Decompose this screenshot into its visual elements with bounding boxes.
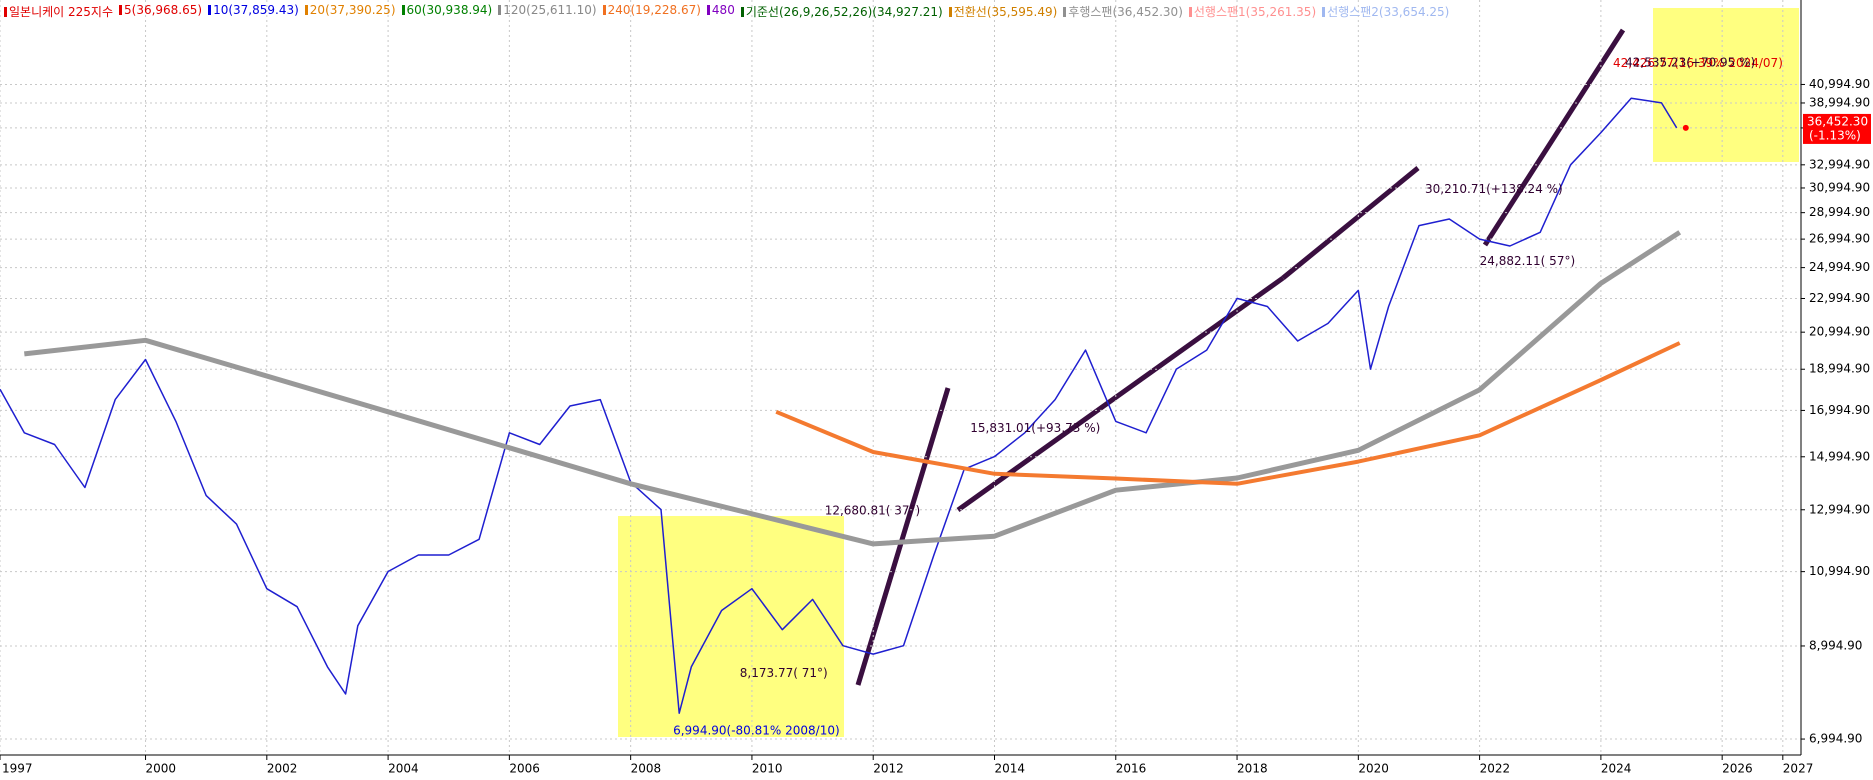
legend-item: 후행스팬(36,452.30): [1063, 3, 1183, 20]
legend-label: 선행스팬2(33,654.25): [1327, 5, 1450, 19]
highlight-box: [618, 516, 844, 737]
legend-label: 240(19,228.67): [607, 3, 701, 17]
legend-swatch: [1322, 7, 1326, 17]
annotation: 6,994.90(-80.81% 2008/10): [673, 724, 840, 738]
last-price-dot: [1682, 124, 1689, 131]
legend-item: 240(19,228.67): [602, 3, 701, 20]
x-tick-label: 2010: [752, 762, 783, 776]
legend-swatch: [948, 7, 952, 17]
trend-line: [956, 275, 1285, 513]
legend-label: 10(37,859.43): [213, 3, 299, 17]
x-tick-label: 2020: [1358, 762, 1389, 776]
y-tick-label: 28,994.90: [1809, 205, 1870, 219]
x-tick-label: 2006: [509, 762, 540, 776]
price-tag-change: (-1.13%): [1809, 128, 1861, 142]
legend-swatch: [4, 7, 7, 17]
y-tick-label: 26,994.90: [1809, 232, 1870, 246]
legend-item: 10(37,859.43): [208, 3, 299, 20]
y-tick-label: 40,994.90: [1809, 77, 1870, 91]
x-tick-label: 2002: [267, 762, 298, 776]
legend-label: 후행스팬(36,452.30): [1068, 5, 1183, 19]
x-tick-label: 2008: [631, 762, 662, 776]
highlight-box: [1653, 8, 1799, 162]
legend-item: 60(30,938.94): [401, 3, 493, 20]
y-tick-label: 30,994.90: [1809, 180, 1870, 194]
price-tag-label: 36,452.30: [1807, 114, 1868, 128]
x-tick-label: 2000: [146, 762, 177, 776]
annotation: 12,680.81( 37°): [825, 503, 921, 517]
y-tick-label: 14,994.90: [1809, 449, 1870, 463]
y-tick-label: 10,994.90: [1809, 564, 1870, 578]
legend-item: 5(36,968.65): [119, 3, 202, 20]
legend-label: 20(37,390.25): [309, 3, 396, 17]
legend-label: 5(36,968.65): [124, 3, 203, 17]
legend-swatch: [208, 5, 212, 15]
x-tick-label: 2026: [1722, 762, 1753, 776]
y-tick-label: 24,994.90: [1809, 260, 1870, 274]
legend-label: 일본니케이 225지수: [9, 5, 113, 19]
legend-label: 선행스팬1(35,261.35): [1193, 5, 1317, 19]
legend-item: 일본니케이 225지수: [4, 3, 113, 20]
y-tick-label: 16,994.90: [1809, 403, 1870, 417]
legend-item: 기준선(26,9,26,52,26)(34,927.21): [740, 3, 943, 20]
y-tick-label: 20,994.90: [1809, 325, 1870, 339]
legend-label: 기준선(26,9,26,52,26)(34,927.21): [745, 5, 943, 19]
x-tick-label: 2024: [1601, 762, 1632, 776]
legend-item: 20(37,390.25): [304, 3, 396, 20]
legend-item: 전환선(35,595.49): [948, 3, 1058, 20]
legend-swatch: [401, 5, 405, 15]
x-tick-label: 2018: [1237, 762, 1268, 776]
legend-label: 120(25,611.10): [503, 3, 597, 17]
legend-swatch: [304, 5, 308, 15]
legend-label: 60(30,938.94): [406, 3, 493, 17]
y-tick-label: 32,994.90: [1809, 157, 1870, 171]
x-tick-label: 2012: [873, 762, 904, 776]
annotation: 24,882.11( 57°): [1480, 254, 1576, 268]
x-tick-label: 2027: [1783, 762, 1814, 776]
legend-swatch: [602, 5, 606, 15]
legend-swatch: [1188, 7, 1192, 17]
series-line: [775, 341, 1681, 486]
legend-swatch: [706, 5, 710, 15]
plot: 42,426.77(16.39% 2024/07)42,535.23(+70.9…: [0, 55, 1871, 738]
trend-line: [1482, 28, 1626, 247]
x-tick-label: 2022: [1480, 762, 1511, 776]
trend-line: [855, 387, 951, 686]
y-tick-label: 8,994.90: [1809, 638, 1862, 652]
x-tick-label: 2004: [388, 762, 419, 776]
y-tick-label: 12,994.90: [1809, 502, 1870, 516]
legend: 일본니케이 225지수 5(36,968.65) 10(37,859.43) 20(3…: [4, 3, 1449, 20]
trend-line: [1281, 166, 1420, 280]
annotation: 15,831.01(+93.73 %): [970, 421, 1100, 435]
legend-swatch: [1063, 7, 1067, 17]
annotation: 30,210.71(+138.24 %): [1425, 182, 1563, 196]
series-line: [0, 97, 1678, 714]
legend-item: 선행스팬2(33,654.25): [1322, 3, 1449, 20]
x-tick-label: 2016: [1116, 762, 1147, 776]
y-tick-label: 6,994.90: [1809, 732, 1862, 746]
legend-label: 480: [711, 3, 735, 17]
legend-item: 120(25,611.10): [498, 3, 597, 20]
legend-swatch: [740, 7, 744, 17]
series-line: [24, 230, 1682, 547]
price-tag: [1803, 113, 1871, 144]
y-tick-label: 22,994.90: [1809, 291, 1870, 305]
x-tick-label: 1997: [2, 762, 33, 776]
y-tick-label: 38,994.90: [1809, 95, 1870, 109]
legend-item: 480: [706, 3, 735, 20]
annotation: 42,535.23(+70.95 %): [1625, 55, 1755, 69]
legend-label: 전환선(35,595.49): [953, 5, 1058, 19]
legend-item: 선행스팬1(35,261.35): [1188, 3, 1317, 20]
y-tick-label: 18,994.90: [1809, 362, 1870, 376]
legend-swatch: [498, 5, 502, 15]
annotation: 8,173.77( 71°): [740, 666, 828, 680]
legend-swatch: [119, 5, 122, 15]
annotation: 42,426.77(16.39% 2024/07): [1613, 56, 1783, 70]
x-tick-label: 2014: [994, 762, 1025, 776]
